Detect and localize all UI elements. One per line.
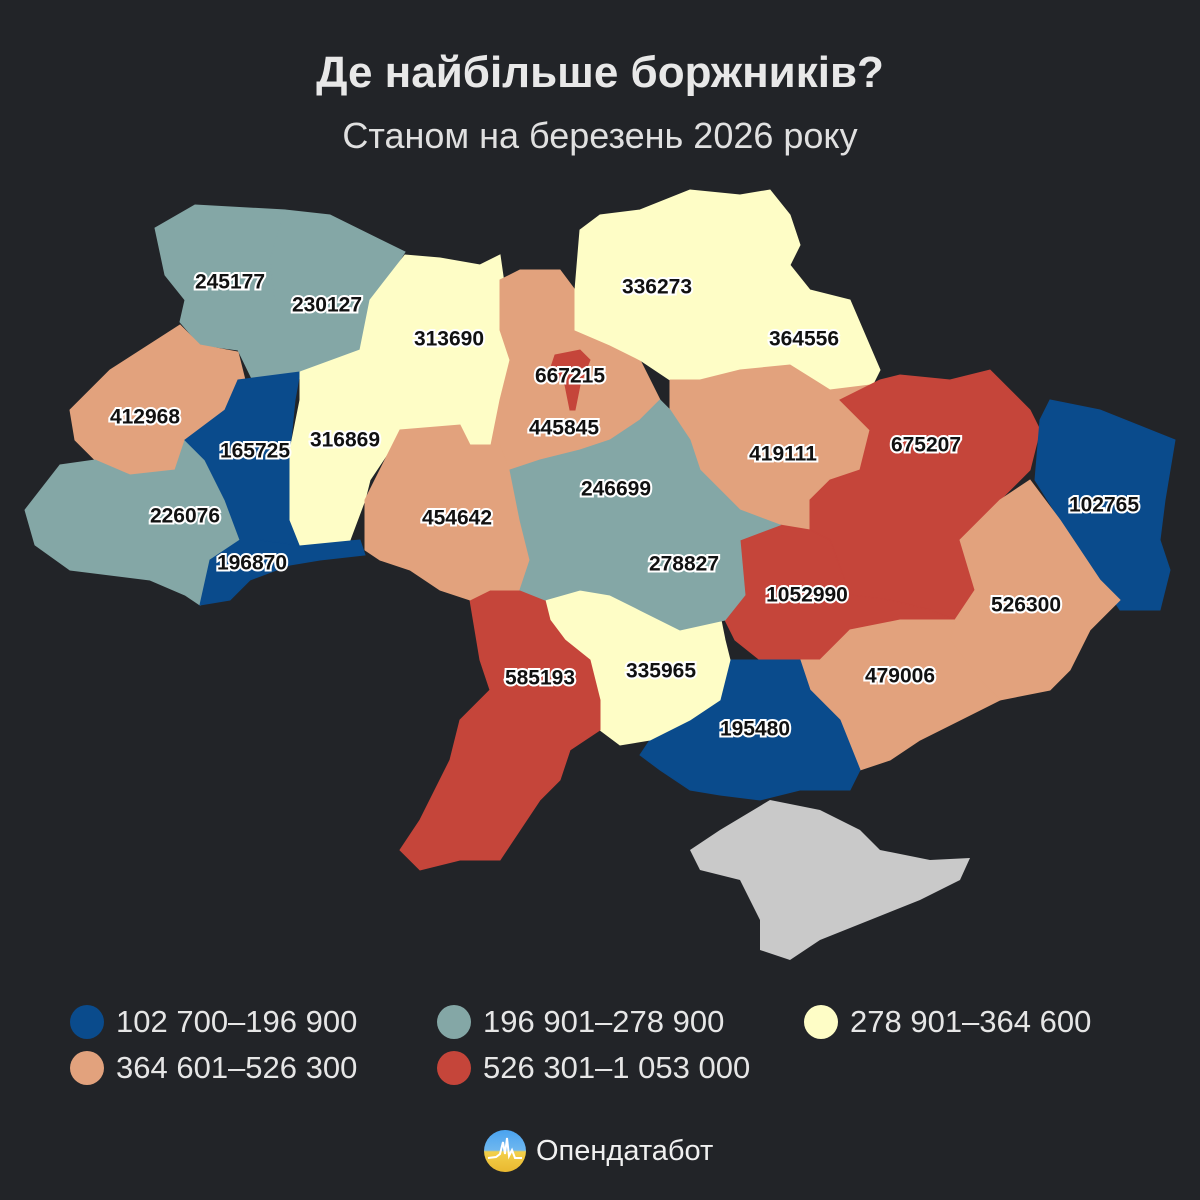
region-value-label: 226076 xyxy=(150,505,220,528)
logo-text: Опендатабот xyxy=(536,1134,714,1167)
region-value-label: 335965 xyxy=(626,660,696,683)
region-value-label: 667215 xyxy=(535,365,605,388)
legend-label: 278 901–364 600 xyxy=(850,1004,1092,1039)
legend-label: 364 601–526 300 xyxy=(116,1050,358,1085)
region-value-label: 364556 xyxy=(769,328,839,351)
region-value-label: 316869 xyxy=(310,429,380,452)
page-subtitle: Станом на березень 2026 року xyxy=(342,115,858,156)
page-title: Де найбільше боржників? xyxy=(316,48,884,97)
region-value-label: 102765 xyxy=(1069,494,1139,517)
region-246699 xyxy=(509,399,782,631)
region-value-label: 454642 xyxy=(422,507,492,530)
legend-label: 102 700–196 900 xyxy=(116,1004,358,1039)
region-value-label: 412968 xyxy=(110,406,180,429)
region-value-label: 585193 xyxy=(505,667,575,690)
region-value-label: 246699 xyxy=(581,478,651,501)
region-value-label: 419111 xyxy=(749,443,817,466)
region-value-label: 675207 xyxy=(891,434,961,457)
legend-label: 196 901–278 900 xyxy=(483,1004,725,1039)
legend-item: 102 700–196 900 xyxy=(70,1004,357,1040)
legend-swatch xyxy=(70,1005,104,1039)
region-value-label: 479006 xyxy=(865,665,935,688)
opendatabot-logo-icon xyxy=(484,1130,526,1172)
region-336273 xyxy=(574,189,881,391)
legend-swatch xyxy=(437,1005,471,1039)
crimea-region xyxy=(690,800,970,960)
region-value-label: 526300 xyxy=(991,594,1061,617)
region-value-label: 1052990 xyxy=(766,584,848,607)
region-585193 xyxy=(399,589,601,871)
region-value-label: 278827 xyxy=(649,553,719,576)
region-value-label: 196870 xyxy=(217,552,287,575)
region-value-label: 445845 xyxy=(529,417,599,440)
region-165725 xyxy=(184,371,301,546)
opendatabot-logo: Опендатабот xyxy=(484,1130,713,1172)
legend-item: 364 601–526 300 xyxy=(70,1050,357,1086)
region-667215 xyxy=(549,349,591,411)
legend-item: 278 901–364 600 xyxy=(804,1004,1091,1040)
legend-item: 196 901–278 900 xyxy=(437,1004,724,1040)
region-230127 xyxy=(179,209,406,386)
ukraine-map: 245177 230127 412968 226076 165725 196870 3136… xyxy=(24,189,1176,960)
region-value-label: 195480 xyxy=(720,718,790,741)
legend-swatch xyxy=(804,1005,838,1039)
legend-item: 526 301–1 053 000 xyxy=(437,1050,750,1086)
region-value-label: 245177 xyxy=(195,271,265,294)
legend-label: 526 301–1 053 000 xyxy=(483,1050,751,1085)
legend-swatch xyxy=(70,1051,104,1085)
region-value-label: 336273 xyxy=(622,276,692,299)
region-value-label: 313690 xyxy=(414,328,484,351)
legend-swatch xyxy=(437,1051,471,1085)
region-value-label: 230127 xyxy=(292,294,362,317)
region-value-label: 165725 xyxy=(220,440,290,463)
